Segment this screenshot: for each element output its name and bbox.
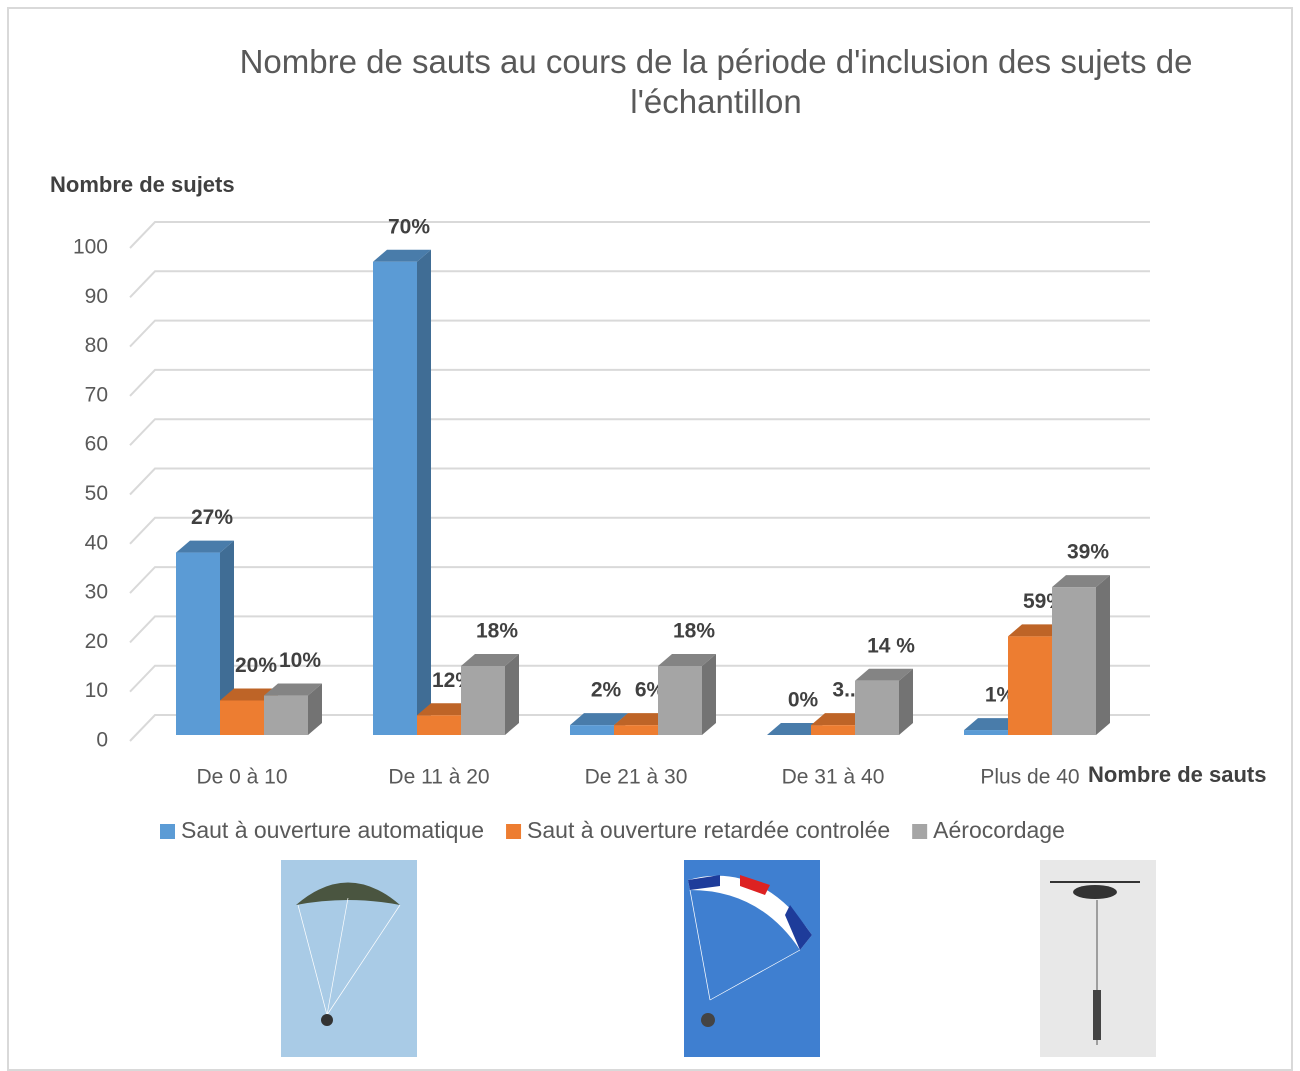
grid-line: [129, 270, 1150, 298]
bar: [1052, 587, 1096, 735]
data-label: 0%: [788, 689, 819, 712]
y-tick-label: 90: [85, 285, 108, 308]
x-tick-label: De 31 à 40: [782, 766, 885, 789]
grid-line: [129, 566, 1150, 594]
legend-swatch: [160, 824, 175, 839]
bar: [614, 725, 658, 735]
data-label: 14 %: [867, 634, 915, 657]
bar-top: [176, 540, 234, 553]
x-tick-label: De 11 à 20: [388, 766, 489, 789]
data-label: 2%: [591, 679, 622, 702]
bar: [658, 665, 702, 735]
x-tick-label: De 21 à 30: [585, 766, 688, 789]
bar-top: [964, 718, 1022, 731]
grid-line: [129, 714, 1150, 742]
bar: [176, 552, 220, 735]
data-label: 6%: [635, 679, 666, 702]
grid-line: [129, 221, 1150, 249]
chart-title: Nombre de sauts au cours de la période d…: [239, 43, 1193, 120]
data-label: 70%: [388, 215, 430, 238]
legend-label: Saut à ouverture automatique: [181, 817, 484, 843]
grid-line: [129, 664, 1150, 693]
photo: [281, 860, 417, 1057]
bar-top: [220, 688, 278, 701]
bar: [811, 725, 855, 735]
y-tick-label: 100: [73, 236, 108, 259]
bar-side: [505, 653, 519, 735]
bar-top: [1052, 575, 1110, 588]
bar: [417, 715, 461, 735]
photo: [684, 860, 820, 1057]
data-label: 18%: [476, 620, 518, 643]
bar-side: [702, 653, 716, 735]
bar-top: [811, 713, 869, 726]
bar-side: [308, 683, 322, 735]
grid-line: [129, 615, 1150, 644]
bar: [570, 725, 614, 735]
bar-top: [767, 723, 825, 735]
photo: [1040, 860, 1156, 1057]
bar-top: [1008, 624, 1066, 637]
bar-top: [570, 713, 628, 726]
y-tick-label: 40: [85, 531, 108, 554]
y-tick-label: 70: [85, 383, 108, 406]
y-axis-label: Nombre de sujets: [50, 172, 235, 197]
data-label: 18%: [673, 620, 715, 643]
legend-swatch: [506, 824, 522, 839]
bar-top: [658, 653, 716, 666]
y-tick-label: 30: [85, 581, 108, 604]
grid-line: [129, 418, 1150, 446]
bar-side: [220, 540, 234, 735]
legend-label: Aérocordage: [933, 817, 1065, 843]
bar: [964, 730, 1008, 735]
bar: [264, 695, 308, 735]
data-label: 39%: [1067, 541, 1109, 564]
bar: [461, 665, 505, 735]
bar-side: [899, 668, 913, 735]
data-label: 3...: [832, 679, 861, 702]
frame: [7, 7, 1293, 1071]
y-tick-label: 80: [85, 334, 108, 357]
bar: [855, 680, 899, 735]
bar-side: [417, 249, 431, 735]
data-label: 1%: [985, 684, 1016, 707]
grid-line: [129, 319, 1150, 348]
legend-label: Saut à ouverture retardée controlée: [527, 817, 890, 843]
grid-line: [129, 516, 1150, 545]
y-tick-label: 20: [85, 630, 108, 653]
x-axis-label: Nombre de sauts: [1088, 762, 1267, 787]
bar: [220, 700, 264, 735]
bar-top: [461, 653, 519, 666]
data-label: 10%: [279, 649, 321, 672]
bar-top: [264, 683, 322, 696]
y-tick-label: 0: [96, 729, 108, 752]
legend-swatch: [912, 824, 928, 839]
y-tick-label: 10: [85, 679, 108, 702]
x-tick-label: De 0 à 10: [196, 766, 287, 789]
bar: [1008, 636, 1052, 735]
y-tick-label: 50: [85, 482, 108, 505]
bar-top: [614, 713, 672, 726]
data-label: 20%: [235, 654, 277, 677]
bar-top: [855, 668, 913, 681]
data-label: 27%: [191, 506, 233, 529]
x-tick-label: Plus de 40: [980, 766, 1079, 789]
bar: [373, 261, 417, 735]
grid-line: [129, 368, 1150, 397]
bar-top: [417, 703, 475, 716]
grid-line: [129, 467, 1150, 496]
y-tick-label: 60: [85, 433, 108, 456]
bar-side: [1096, 575, 1110, 735]
bar-top: [373, 249, 431, 262]
